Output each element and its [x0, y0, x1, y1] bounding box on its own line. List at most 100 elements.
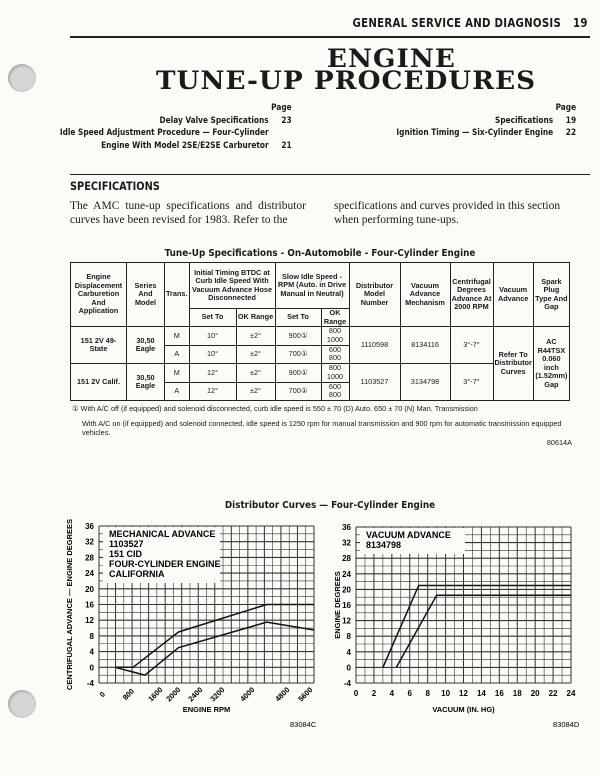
y-tick-label: 24 [342, 570, 351, 579]
legend-text: 8134798 [366, 540, 401, 550]
cell-engine: 151 2V Calif. [70, 363, 127, 401]
footnote-1: ① With A/C off (if equipped) and solenoi… [72, 404, 478, 413]
page-label: Page [555, 103, 576, 113]
y-tick-label: 28 [85, 553, 94, 562]
curve-line-upper [382, 584, 571, 668]
running-header: GENERAL SERVICE AND DIAGNOSIS 19 [341, 16, 588, 30]
x-tick-label: 2 [372, 689, 377, 698]
y-tick-label: 20 [85, 585, 94, 594]
binder-hole [8, 64, 36, 92]
x-tick-label: 2000 [164, 685, 182, 703]
table-code: 80614A [546, 438, 572, 447]
page-label: Page [271, 103, 292, 113]
y-axis-label: CENTRIFUGAL ADVANCE — ENGINE DEGREES [65, 519, 74, 690]
legend-text: FOUR-CYLINDER ENGINE [109, 559, 221, 569]
y-tick-label: 28 [342, 554, 351, 563]
cell-idle-ok: 600 800 [320, 344, 350, 364]
x-tick-label: 20 [531, 689, 540, 698]
title-line1: ENGINE [326, 44, 456, 73]
intro-col1: The AMC tune-up specifications and distr… [70, 200, 306, 226]
cell-spark: AC R44TSX 0.060 inch (1.52mm) Gap [532, 326, 571, 401]
y-tick-label: 4 [347, 648, 352, 657]
x-tick-label: 5600 [296, 685, 314, 703]
table-title: Tune-Up Specifications - On-Automobile -… [164, 248, 476, 259]
x-tick-label: 1600 [146, 685, 164, 703]
y-tick-label: 32 [85, 538, 94, 547]
toc-item[interactable]: Ignition Timing — Six-Cylinder Engine 22 [396, 128, 576, 138]
table-row: A 12° ±2° 700① 600 800 [71, 381, 570, 401]
legend-box [360, 528, 465, 554]
y-axis-label: ENGINE DEGREES [333, 571, 342, 639]
legend-text: CALIFORNIA [109, 569, 165, 579]
toc-right: Page Specifications 19 Ignition Timing — … [396, 102, 576, 140]
col-spark: Spark Plug Type And Gap [532, 262, 571, 327]
table-row: 151 2V 49-State 30,50 Eagle M 10° ±2° 90… [70, 326, 571, 401]
binder-hole [8, 690, 36, 718]
x-tick-label: 10 [441, 689, 450, 698]
cell-engine: 151 2V 49-State [70, 326, 127, 364]
figure-code: 83084C [290, 720, 317, 729]
y-tick-label: 16 [342, 601, 351, 610]
legend-text: 151 CID [109, 549, 143, 559]
intro-col2: specifications and curves provided in th… [334, 200, 561, 226]
y-tick-label: 32 [342, 539, 351, 548]
x-tick-label: 2400 [186, 685, 204, 703]
y-tick-label: 0 [347, 663, 352, 672]
toc-item[interactable]: Specifications 19 [494, 115, 576, 126]
x-tick-label: 6 [408, 689, 413, 698]
page-number: 19 [573, 16, 588, 30]
sub-set-to: Set To [274, 308, 322, 327]
toc-item[interactable]: Engine With Model 2SE/E2SE Carburetor 21 [101, 140, 292, 151]
legend-text: VACUUM ADVANCE [366, 530, 451, 540]
table-row: A 10° ±2° 700① 600 800 [71, 344, 570, 364]
y-tick-label: 12 [342, 617, 351, 626]
x-tick-label: 12 [459, 689, 468, 698]
cell-vac-adv: Refer To Distributor Curves [492, 326, 534, 401]
cell-series: 30,50 Eagle [126, 326, 165, 364]
toc-item[interactable]: Idle Speed Adjustment Procedure — Four-C… [60, 128, 270, 138]
cell-series: 30,50 Eagle [126, 363, 165, 401]
y-tick-label: 36 [342, 523, 351, 532]
cell-distributor: 1103527 [348, 363, 401, 401]
footnote-2: With A/C on (if equipped) and solenoid c… [82, 419, 562, 437]
table-row: 151 2V Calif. 30,50 Eagle M 12° ±2° 900①… [70, 363, 570, 401]
legend-box [103, 527, 220, 583]
toc-item[interactable]: Delay Valve Specifications 23 [159, 115, 292, 126]
x-tick-label: 18 [513, 689, 522, 698]
legend-text: MECHANICAL ADVANCE [109, 529, 215, 539]
x-tick-label: 16 [495, 689, 504, 698]
x-tick-label: 24 [567, 689, 576, 698]
x-axis-label: VACUUM (IN. HG) [432, 705, 495, 714]
cell-centrifugal: 3°-7° [449, 363, 494, 401]
y-tick-label: -4 [344, 679, 352, 688]
x-tick-label: 14 [477, 689, 486, 698]
y-tick-label: 16 [85, 601, 94, 610]
x-tick-label: 22 [549, 689, 558, 698]
section-rule [70, 174, 590, 175]
x-tick-label: 3200 [208, 685, 226, 703]
x-tick-label: 0 [354, 689, 359, 698]
cell-vac-mech: 8134116 [399, 326, 451, 364]
y-tick-label: 8 [90, 632, 95, 641]
curve-line-lower [114, 621, 315, 676]
y-tick-label: 36 [85, 522, 94, 531]
x-axis-label: ENGINE RPM [183, 705, 231, 714]
legend-text: 1103527 [109, 539, 144, 549]
curve-line-upper [115, 603, 314, 669]
x-tick-label: 4 [390, 689, 395, 698]
title-line2: TUNE-UP PROCEDURES [155, 66, 537, 95]
figure-code: 83084D [553, 720, 580, 729]
sub-ok-range: OK Range [320, 308, 350, 327]
y-tick-label: 0 [90, 663, 95, 672]
sub-set-to: Set To [188, 308, 237, 327]
x-tick-label: 800 [121, 687, 136, 702]
sub-ok-range: OK Range [235, 308, 276, 327]
y-tick-label: -4 [87, 679, 95, 688]
col-distributor: Distributor Model Number [348, 262, 401, 327]
tune-up-table: Engine Displacement Carburetion And Appl… [70, 262, 571, 401]
col-series: Series And Model [126, 262, 165, 327]
cell-idle-ok: 600 800 [320, 381, 350, 401]
toc-left: Page Delay Valve Specifications 23 Idle S… [60, 102, 292, 152]
x-tick-label: 8 [425, 689, 430, 698]
